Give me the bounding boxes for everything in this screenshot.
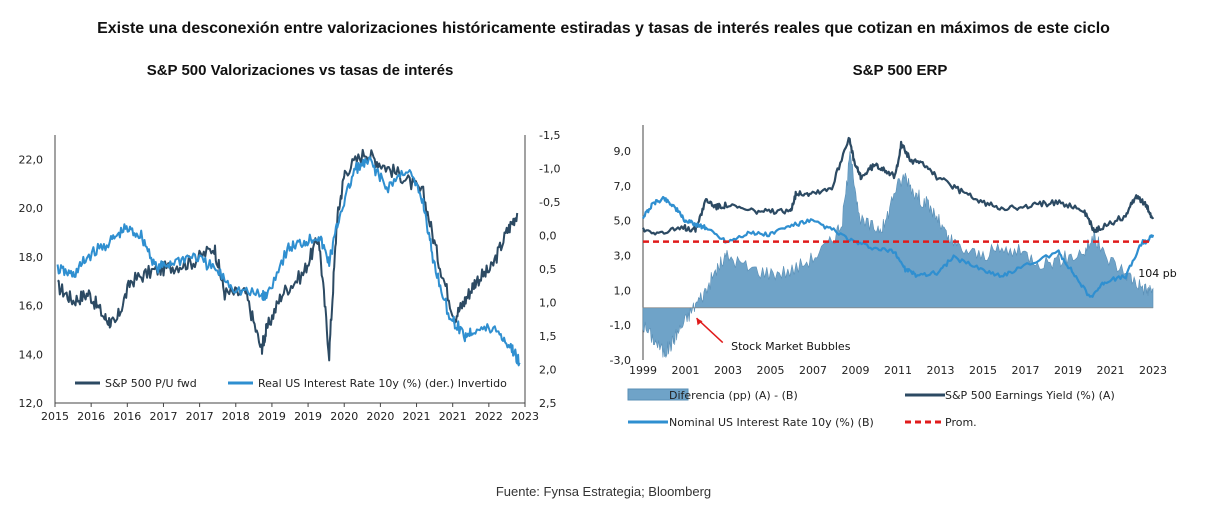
- chart1-y-right-tick-label: 0,0: [539, 230, 557, 243]
- chart1-y-right-tick-label: 2,0: [539, 364, 557, 377]
- chart2-x-tick-label: 2009: [842, 364, 870, 377]
- chart2-x-tick-label: 1999: [629, 364, 657, 377]
- chart2-series-line-2: [641, 195, 1155, 298]
- chart2-x-tick-label: 2005: [757, 364, 785, 377]
- chart2-series-line-1: [642, 136, 1155, 236]
- chart2-x-tick-label: 2013: [927, 364, 955, 377]
- chart1-x-tick-label: 2016: [77, 410, 105, 423]
- chart1-title: S&P 500 Valorizaciones vs tasas de inter…: [146, 62, 454, 79]
- chart2-y-tick-label: 9,0: [614, 145, 632, 158]
- chart1-y-right-tick-label: -1,5: [539, 129, 560, 142]
- chart1-x-tick-label: 2023: [511, 410, 539, 423]
- chart2-annotation-104pb: 104 pb: [1138, 267, 1176, 280]
- chart2-y-tick-label: 3,0: [614, 250, 632, 263]
- source-note: Fuente: Fynsa Estrategia; Bloomberg: [495, 484, 712, 499]
- chart2-bubble-arrowhead: [696, 318, 703, 326]
- chart2-legend-label-prom: Prom.: [945, 416, 977, 429]
- chart1-x-tick-label: 2021: [439, 410, 467, 423]
- chart1-legend-label-2: Real US Interest Rate 10y (%) (der.) Inv…: [258, 377, 507, 390]
- chart2-svg: -3,0 -1,0 1,0 3,0 5,0 7,0 9,0 1999 2001 2003 2005 2…: [610, 125, 1177, 429]
- chart2-x-tick-label: 2019: [1054, 364, 1082, 377]
- chart1-y-right-tick-label: 1,5: [539, 330, 557, 343]
- headline: Existe una desconexión entre valorizacio…: [97, 20, 1110, 37]
- chart1-x-tick-label: 2020: [366, 410, 394, 423]
- chart1-y-right-tick-label: 0,5: [539, 263, 557, 276]
- chart2-x-tick-label: 2017: [1012, 364, 1040, 377]
- chart2-legend-label-ey: S&P 500 Earnings Yield (%) (A): [945, 389, 1115, 402]
- chart2-x-tick-label: 2015: [969, 364, 997, 377]
- chart1-y-left-tick-label: 14,0: [19, 348, 44, 361]
- chart1-x-tick-label: 2017: [186, 410, 214, 423]
- chart2-x-tick-label: 2003: [714, 364, 742, 377]
- chart2-y-tick-label: -3,0: [610, 354, 631, 367]
- chart2-legend-label-area: Diferencia (pp) (A) - (B): [669, 389, 798, 402]
- chart1-x-tick-label: 2020: [330, 410, 358, 423]
- chart2-area-diferencia: [642, 151, 1154, 359]
- chart2-x-tick-label: 2001: [672, 364, 700, 377]
- chart2-y-tick-label: 5,0: [614, 215, 632, 228]
- chart1-x-tick-label: 2015: [41, 410, 69, 423]
- chart1-y-right-tick-label: -0,5: [539, 196, 560, 209]
- chart1-x-tick-label: 2018: [222, 410, 250, 423]
- chart1-y-left-tick-label: 20,0: [19, 202, 44, 215]
- chart1-y-right-tick-label: -1,0: [539, 163, 560, 176]
- chart1-x-tick-label: 2016: [113, 410, 141, 423]
- chart1-x-tick-label: 2021: [403, 410, 431, 423]
- chart1-x-tick-label: 2022: [475, 410, 503, 423]
- chart1-x-tick-label: 2017: [149, 410, 177, 423]
- chart1-y-left-tick-label: 18,0: [19, 251, 44, 264]
- chart1-svg: 12,0 14,0 16,0 18,0 20,0 22,0 -1,5 -1,0 -0,5 0,0 0…: [19, 129, 561, 423]
- chart1-x-tick-label: 2019: [294, 410, 322, 423]
- chart2-x-tick-label: 2023: [1139, 364, 1167, 377]
- chart2-legend-swatch-area: [627, 388, 689, 401]
- chart1-series-line-1: [57, 148, 519, 362]
- chart1-series-line-2: [56, 156, 521, 367]
- chart2-x-tick-label: 2007: [799, 364, 827, 377]
- chart2-x-tick-label: 2021: [1097, 364, 1125, 377]
- chart2-x-tick-label: 2011: [884, 364, 912, 377]
- chart2-title: S&P 500 ERP: [852, 62, 948, 79]
- chart1-y-left-tick-label: 12,0: [19, 397, 44, 410]
- chart2-y-tick-label: 7,0: [614, 180, 632, 193]
- chart1-legend-label-1: S&P 500 P/U fwd: [105, 377, 197, 390]
- chart2-annotation-bubbles: Stock Market Bubbles: [731, 340, 851, 353]
- chart2-legend-label-nom: Nominal US Interest Rate 10y (%) (B): [669, 416, 874, 429]
- chart1-y-left-tick-label: 22,0: [19, 153, 44, 166]
- chart1-y-right-tick-label: 2,5: [539, 397, 557, 410]
- chart2-y-tick-label: -1,0: [610, 319, 631, 332]
- chart1-y-left-tick-label: 16,0: [19, 300, 44, 313]
- chart2-y-tick-label: 1,0: [614, 284, 632, 297]
- chart1-x-tick-label: 2019: [258, 410, 286, 423]
- chart1-y-right-tick-label: 1,0: [539, 297, 557, 310]
